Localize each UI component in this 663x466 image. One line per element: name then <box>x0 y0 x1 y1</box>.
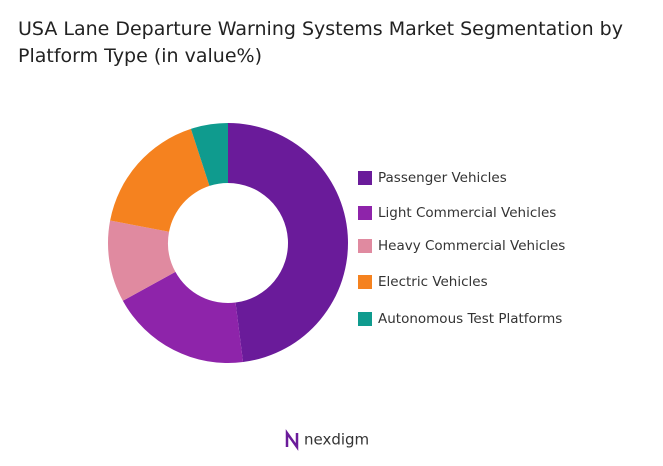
legend-swatch <box>358 275 372 289</box>
legend-label: Autonomous Test Platforms <box>378 311 562 327</box>
legend-label: Light Commercial Vehicles <box>378 205 556 221</box>
brand: nexdigm <box>304 431 369 449</box>
donut-slice <box>122 271 244 363</box>
logo: nexdigm <box>285 429 369 451</box>
legend-swatch <box>358 206 372 220</box>
legend-label: Heavy Commercial Vehicles <box>378 238 565 254</box>
legend-label: Passenger Vehicles <box>378 170 507 186</box>
legend-swatch <box>358 239 372 253</box>
legend-swatch <box>358 312 372 326</box>
donut-slice <box>228 123 349 363</box>
logo-icon <box>285 429 299 451</box>
donut-slice <box>108 220 176 301</box>
donut-slice <box>110 128 210 232</box>
legend-swatch <box>358 171 372 185</box>
chart-title: USA Lane Departure Warning Systems Marke… <box>18 18 623 67</box>
donut-slice <box>190 123 228 186</box>
legend-label: Electric Vehicles <box>378 274 488 290</box>
